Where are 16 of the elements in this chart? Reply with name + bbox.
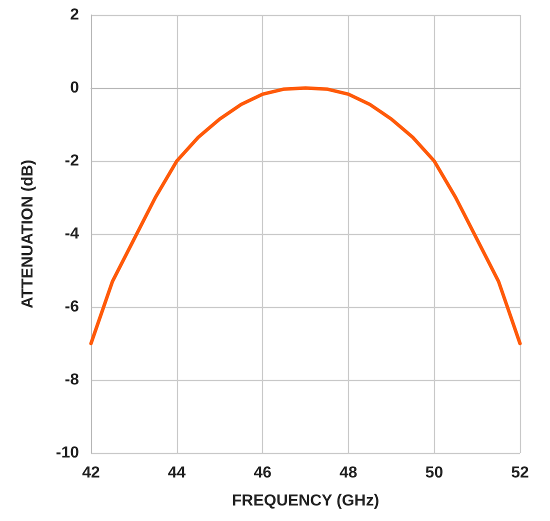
y-axis-title: ATTENUATION (dB) (20, 160, 36, 308)
x-tick-label: 44 (168, 464, 186, 482)
y-tick-label: -6 (64, 298, 80, 316)
x-tick-label: 42 (82, 464, 100, 482)
y-tick-label: -4 (64, 226, 80, 242)
y-tick-label: -10 (56, 444, 80, 462)
y-tick-label: -2 (64, 152, 80, 170)
x-tick-label: 50 (425, 464, 444, 482)
x-tick-label: 46 (254, 464, 272, 482)
y-tick-label: -8 (64, 372, 80, 388)
x-axis-title: FREQUENCY (GHz) (232, 492, 380, 510)
x-tick-label: 48 (340, 464, 358, 482)
x-tick-label: 52 (511, 464, 529, 482)
y-tick-label: 0 (70, 80, 80, 96)
line-series (89, 86, 522, 346)
y-tick-label: 2 (70, 6, 80, 24)
